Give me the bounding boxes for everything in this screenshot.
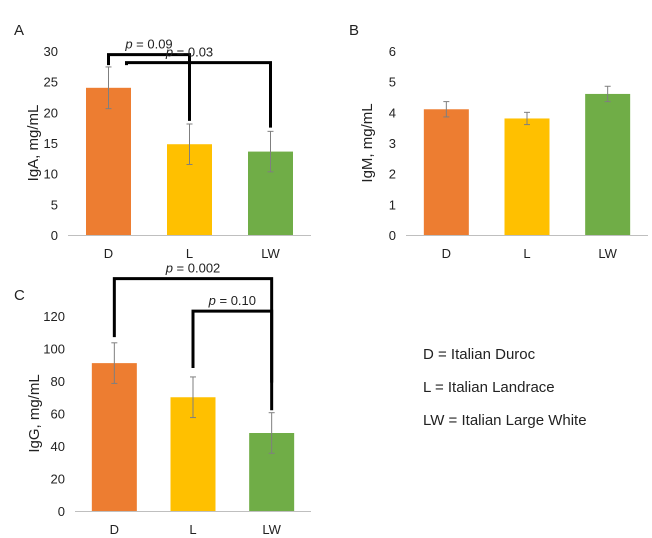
panel-c-pvalue-2: p = 0.10 [208,293,256,308]
panel-c-bracket-2 [191,309,274,411]
panel-c-pvalue-1: p = 0.002 [165,261,221,276]
panel-a-ytick-label: 0 [51,228,58,243]
panel-b-ytick-label: 1 [389,197,396,212]
panel-b-ytick-label: 3 [389,136,396,151]
panel-a-xtick-label-d: D [104,246,113,261]
panel-b-xtick-label-lw: LW [598,246,617,261]
panel-a-ylabel: IgA, mg/mL [25,105,42,182]
panel-b-ylabel: IgM, mg/mL [359,103,376,182]
panel-a-bracket-1 [107,53,191,121]
panel-c-ytick-label: 120 [43,309,65,324]
panel-b-bar-lw [585,93,631,235]
panel-c-xtick-label-lw: LW [262,522,281,537]
panel-c-ytick-label: 0 [58,504,65,519]
panel-c-ytick-label: 60 [51,407,65,422]
panel-b-label: B [349,22,359,39]
panel-b-ytick-label: 6 [389,44,396,59]
panel-b-xtick-label-l: L [523,246,530,261]
panel-c-ytick-label: 20 [51,472,65,487]
panel-b-bar-d [423,109,469,235]
panel-a-ytick-label: 30 [44,44,58,59]
panel-b-xtick-label-d: D [442,246,451,261]
panel-c-bar-d [91,363,137,511]
panel-b-ytick-label: 5 [389,75,396,90]
panel-a-ytick-label: 10 [44,167,58,182]
panel-c-label: C [14,287,25,304]
panel-a-bracket-2 [125,61,272,128]
panel-a-ytick-label: 5 [51,197,58,212]
panel-a-pvalue-1: p = 0.09 [124,37,172,52]
panel-c-ytick-label: 100 [43,342,65,357]
panel-b-ytick-label: 0 [389,228,396,243]
panel-b-ytick-label: 4 [389,105,396,120]
panel-b-bar-l [504,118,550,235]
panel-b-ytick-label: 2 [389,167,396,182]
panel-a-pvalue-2: p = 0.03 [165,45,213,60]
panel-c-ylabel: IgG, mg/mL [26,374,43,452]
panel-a-ytick-label: 15 [44,136,58,151]
panel-c-ytick-label: 40 [51,439,65,454]
panel-a-xtick-label-lw: LW [261,246,280,261]
legend-entry-L: L = Italian Landrace [423,379,555,396]
panel-c-xtick-label-l: L [189,522,196,537]
panel-a-label: A [14,22,24,39]
panel-c-ytick-label: 80 [51,374,65,389]
legend-entry-D: D = Italian Duroc [423,346,536,363]
panel-c-xtick-label-d: D [110,522,119,537]
legend-entry-LW: LW = Italian Large White [423,412,587,429]
panel-a-bar-d [86,87,131,235]
panel-a-ytick-label: 20 [44,105,58,120]
panel-a-xtick-label-l: L [186,246,193,261]
panel-a-ytick-label: 25 [44,75,58,90]
